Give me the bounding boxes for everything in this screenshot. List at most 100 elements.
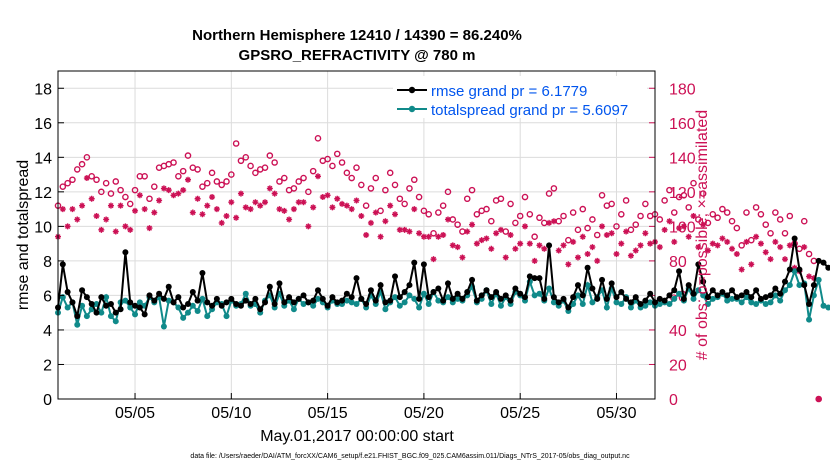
rmse-point	[435, 285, 442, 292]
possible-obs-marker	[430, 229, 437, 237]
possible-obs-marker	[266, 152, 274, 159]
possible-obs-marker	[569, 209, 577, 216]
possible-obs-marker	[526, 210, 534, 218]
assimilated-obs-marker	[348, 206, 355, 213]
assimilated-obs-marker	[801, 244, 808, 251]
spread-point	[184, 309, 191, 316]
x-tick-label: 05/30	[596, 405, 636, 422]
assimilated-obs-marker	[613, 250, 620, 257]
rmse-point	[295, 295, 302, 302]
possible-obs-marker	[329, 162, 336, 170]
rmse-point	[570, 294, 577, 301]
spread-point	[112, 318, 119, 325]
assimilated-obs-marker	[488, 245, 495, 252]
y-tick-label: 18	[34, 81, 52, 98]
assimilated-obs-marker	[599, 223, 606, 230]
assimilated-obs-marker	[676, 225, 683, 232]
y2-tick-label: 0	[669, 392, 678, 409]
rmse-point	[377, 282, 384, 289]
assimilated-obs-marker	[406, 228, 413, 235]
x-tick-label: 05/05	[115, 405, 155, 422]
spread-point	[136, 299, 143, 306]
rmse-point	[358, 295, 365, 302]
spread-point	[738, 299, 745, 306]
rmse-point	[613, 294, 620, 301]
spread-point	[786, 282, 793, 289]
assimilated-obs-marker	[213, 206, 220, 213]
possible-obs-marker	[410, 176, 418, 184]
possible-obs-marker	[584, 224, 591, 232]
rmse-point	[156, 290, 163, 297]
possible-obs-marker	[150, 183, 158, 190]
rmse-point	[719, 288, 726, 295]
assimilated-obs-marker	[700, 221, 707, 228]
possible-obs-marker	[247, 162, 254, 170]
assimilated-obs-marker	[416, 230, 423, 237]
possible-obs-marker	[203, 179, 211, 187]
rmse-point	[748, 294, 755, 301]
legend-rmse-label: rmse grand pr = 6.1779	[431, 83, 587, 100]
x-tick-label: 05/25	[500, 405, 540, 422]
assimilated-obs-marker	[175, 190, 182, 197]
rmse-point	[642, 297, 649, 304]
assimilated-obs-marker	[69, 206, 76, 213]
possible-obs-marker	[516, 212, 524, 220]
rmse-point	[160, 295, 167, 302]
possible-obs-marker	[98, 188, 105, 196]
possible-obs-marker	[560, 212, 567, 220]
possible-obs-marker	[276, 178, 283, 185]
rmse-point	[348, 294, 355, 301]
assimilated-obs-marker	[680, 223, 687, 230]
rmse-point	[497, 295, 504, 302]
legend: rmse grand pr = 6.1779 totalspread grand…	[393, 76, 647, 119]
rmse-point	[209, 302, 216, 309]
spread-point	[416, 304, 423, 311]
possible-obs-marker	[589, 216, 596, 223]
spread-point	[223, 313, 230, 320]
assimilated-obs-marker	[618, 240, 625, 247]
spread-point	[79, 302, 86, 309]
possible-obs-marker	[709, 210, 717, 218]
assimilated-obs-marker	[608, 230, 615, 237]
grid	[58, 71, 655, 400]
y2-tick-label: 80	[669, 254, 687, 271]
spread-point	[603, 304, 610, 311]
assimilated-obs-marker	[512, 245, 519, 252]
spread-point	[411, 295, 418, 302]
rmse-point	[704, 294, 711, 301]
rmse-point	[146, 292, 153, 299]
spread-point	[753, 301, 760, 308]
spread-point	[796, 282, 803, 289]
possible-obs-marker	[579, 205, 587, 213]
rmse-point	[608, 280, 615, 287]
rmse-point	[218, 302, 225, 309]
assimilated-obs-marker	[430, 256, 437, 263]
assimilated-obs-marker	[425, 233, 432, 240]
assimilated-obs-marker	[107, 202, 114, 209]
assimilated-obs-marker	[329, 204, 336, 211]
assimilated-obs-marker	[189, 209, 196, 216]
possible-obs-marker	[661, 197, 668, 204]
assimilated-obs-marker	[589, 244, 596, 251]
spread-point	[343, 297, 350, 304]
rmse-point	[252, 295, 259, 302]
possible-obs-marker	[242, 154, 250, 161]
possible-obs-marker	[536, 214, 543, 222]
spread-point	[704, 301, 711, 308]
rmse-point	[584, 264, 591, 271]
possible-obs-marker	[83, 154, 91, 161]
possible-obs-marker	[420, 207, 428, 215]
possible-obs-marker	[483, 205, 490, 213]
assimilated-obs-marker	[781, 256, 788, 263]
assimilated-obs-marker	[127, 226, 134, 233]
possible-obs-marker	[805, 250, 813, 258]
rmse-point	[676, 268, 683, 275]
assimilated-obs-marker	[314, 173, 321, 180]
assimilated-obs-marker	[199, 211, 206, 218]
assimilated-obs-marker	[642, 230, 649, 237]
possible-obs-marker	[271, 159, 278, 166]
assimilated-obs-marker	[151, 209, 158, 216]
possible-obs-marker	[622, 197, 630, 204]
possible-obs-marker	[126, 200, 134, 208]
possible-obs-marker	[372, 174, 380, 182]
